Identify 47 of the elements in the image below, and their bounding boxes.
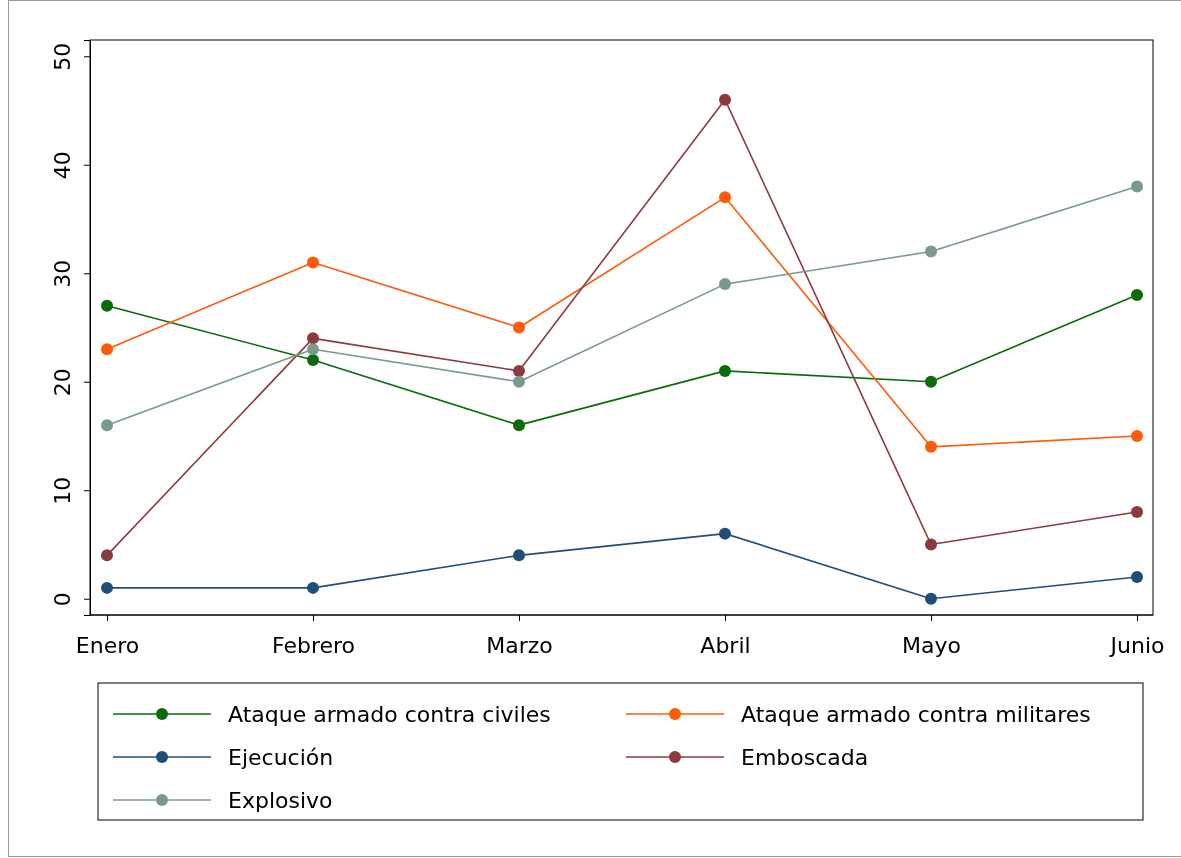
point	[925, 592, 937, 605]
point	[1131, 571, 1143, 584]
point	[925, 440, 937, 453]
point	[101, 581, 113, 594]
point	[719, 278, 731, 291]
y-tick-label: 40	[50, 151, 75, 180]
y-tick-label: 10	[50, 476, 75, 505]
point	[719, 364, 731, 377]
point	[307, 343, 319, 356]
point	[101, 299, 113, 312]
point	[307, 332, 319, 345]
point	[513, 549, 525, 562]
point	[307, 581, 319, 594]
x-tick-label: Febrero	[271, 632, 356, 658]
point	[1131, 180, 1143, 193]
legend-label: Ataque armado contra militares	[741, 702, 1091, 727]
point	[101, 549, 113, 562]
point	[513, 364, 525, 377]
legend-label: Ejecución	[228, 745, 334, 770]
y-tick-label: 20	[50, 368, 75, 397]
y-tick-label: 30	[50, 259, 75, 288]
point	[513, 321, 525, 334]
x-tick-label: Junio	[1108, 632, 1165, 658]
x-tick-label: Enero	[75, 632, 140, 658]
point	[1131, 505, 1143, 518]
point	[925, 245, 937, 258]
point	[719, 527, 731, 540]
legend-label: Explosivo	[228, 788, 333, 813]
point	[719, 191, 731, 204]
point	[101, 419, 113, 432]
point	[307, 256, 319, 269]
point	[719, 93, 731, 106]
point	[101, 343, 113, 356]
x-tick-label: Mayo	[902, 632, 961, 658]
point	[513, 375, 525, 388]
legend-label: Emboscada	[741, 745, 869, 770]
legend-label: Ataque armado contra civiles	[228, 702, 551, 727]
x-tick-label: Abril	[700, 632, 751, 658]
x-tick-label: Marzo	[486, 632, 553, 658]
y-tick-label: 0	[50, 592, 75, 607]
point	[925, 538, 937, 551]
point	[513, 419, 525, 432]
y-tick-label: 50	[50, 42, 75, 71]
point	[307, 354, 319, 367]
point	[925, 375, 937, 388]
point	[1131, 288, 1143, 301]
point	[1131, 429, 1143, 442]
